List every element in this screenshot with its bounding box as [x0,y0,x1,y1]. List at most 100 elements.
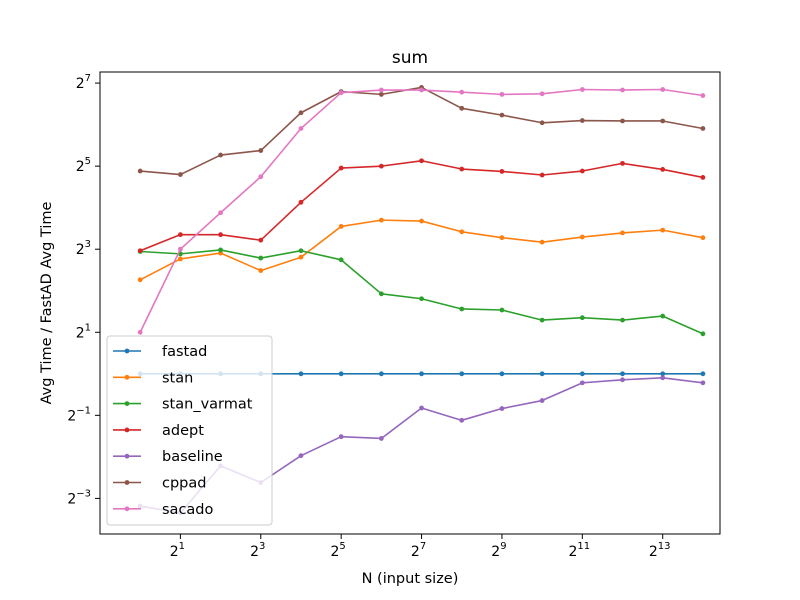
data-point-stan_varmat [338,257,344,263]
data-point-cppad [298,110,304,116]
data-point-stan_varmat [298,248,304,254]
data-point-cppad [378,91,384,97]
legend-swatch-marker [124,374,130,380]
series-cppad [137,85,706,177]
x-tick-label: 21 [170,541,185,560]
legend-swatch-marker [124,401,130,406]
data-point-cppad [459,105,465,111]
data-point-sacado [218,210,223,216]
data-point-baseline [700,380,706,386]
x-tick-label: 23 [250,541,265,560]
data-point-fastad [700,371,706,377]
data-point-stan [137,277,143,283]
data-point-sacado [499,91,505,97]
data-point-stan [378,217,384,223]
data-point-stan_varmat [378,291,384,297]
data-point-adept [258,237,264,243]
chart-title: sum [392,48,428,68]
data-point-adept [620,161,625,166]
data-point-stan [700,235,706,241]
data-point-sacado [419,87,424,93]
y-tick-label: 27 [76,73,91,92]
data-point-adept [378,163,384,169]
data-point-stan_varmat [499,307,505,313]
series-sacado [137,87,706,335]
data-point-baseline [539,398,545,403]
legend-item-fastad: fastad [113,344,207,360]
data-point-cppad [539,120,545,126]
data-point-baseline [620,377,625,383]
data-point-adept [539,172,545,178]
data-point-stan_varmat [539,317,545,323]
data-point-stan_varmat [700,331,706,337]
data-point-sacado [298,126,304,131]
data-point-adept [499,169,505,174]
x-tick-label: 213 [649,541,671,560]
y-tick-label: 23 [76,239,91,258]
data-point-stan [258,268,264,273]
data-point-adept [459,166,465,172]
data-point-fastad [298,371,304,377]
data-point-adept [218,232,223,238]
data-point-adept [177,232,183,238]
x-tick-label: 25 [331,541,346,560]
legend-item-sacado: sacado [113,502,214,518]
data-point-stan [660,227,666,233]
data-point-stan [579,234,585,240]
data-point-baseline [660,375,666,381]
data-point-baseline [499,406,505,411]
data-point-sacado [700,93,706,98]
data-point-stan [539,239,545,245]
data-point-fastad [499,371,505,377]
data-point-baseline [378,436,384,441]
series-layer [137,85,706,516]
data-point-fastad [620,371,625,377]
data-point-stan [338,224,344,229]
x-tick-label: 27 [411,541,426,560]
data-point-sacado [660,87,666,92]
plot-frame [99,71,721,535]
data-point-sacado [338,90,344,96]
data-point-baseline [579,380,585,386]
x-axis-label: N (input size) [362,571,459,587]
y-tick-label: 2−1 [67,405,91,424]
data-point-adept [338,165,344,171]
data-point-baseline [338,434,344,440]
data-point-stan_varmat [579,315,585,321]
y-tick-label: 2−3 [67,488,91,507]
data-point-sacado [177,246,183,252]
legend-label: baseline [162,449,223,465]
data-point-cppad [700,126,706,131]
data-point-sacado [459,89,465,95]
x-ticks: 21 23 25 27 29 211 213 [170,534,671,560]
data-point-cppad [579,118,585,123]
legend-swatch-marker [124,453,130,459]
data-point-adept [579,168,585,174]
data-point-stan_varmat [620,317,625,323]
legend-box [106,335,273,526]
data-point-sacado [378,87,384,93]
data-point-stan [620,230,625,236]
data-point-stan_varmat [459,306,465,312]
data-point-fastad [419,371,424,377]
legend-item-stan: stan [113,370,193,386]
legend-swatch-marker [124,348,130,354]
data-point-stan [459,229,465,235]
x-tick-label: 29 [491,541,506,560]
data-point-cppad [137,168,143,174]
legend-item-stan_varmat: stan_varmat [113,397,253,413]
y-ticks: 2−3 2−1 21 23 25 27 [67,73,100,507]
data-point-sacado [258,174,264,180]
legend-item-baseline: baseline [113,449,223,465]
data-point-fastad [660,371,666,377]
legend-label: cppad [162,476,206,492]
data-point-cppad [660,118,666,124]
legend-label: stan [162,370,193,386]
data-point-fastad [459,371,465,377]
legend-label: fastad [162,344,207,360]
data-point-stan [177,256,183,262]
data-point-stan_varmat [419,296,424,302]
data-point-fastad [539,371,545,377]
